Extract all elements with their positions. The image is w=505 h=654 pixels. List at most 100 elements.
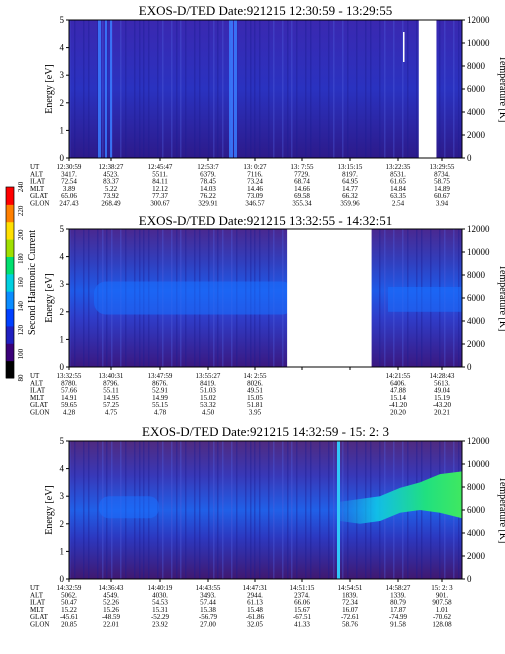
texture-stripe <box>444 20 446 158</box>
texture-stripe <box>134 20 136 158</box>
table-row-label: UT <box>30 372 40 380</box>
texture-stripe <box>97 20 99 158</box>
table-row-label: GLAT <box>30 401 49 409</box>
table-cell: 14:54:51 <box>338 584 363 592</box>
texture-stripe <box>83 20 85 158</box>
texture-stripe <box>250 441 252 579</box>
table-row-label: UT <box>30 584 40 592</box>
table-row-label: ALT <box>30 591 44 599</box>
table-cell: -61.86 <box>246 613 265 621</box>
colorbar-segment <box>6 204 14 223</box>
texture-stripe <box>208 441 210 579</box>
texture-stripe <box>379 20 381 158</box>
texture-stripe <box>333 20 335 158</box>
spectrogram-panel-3: EXOS-D/TED Date:921215 14:32:59 - 15: 2:… <box>30 424 505 629</box>
table-cell: 13:40:31 <box>99 372 124 380</box>
table-cell: 15.26 <box>103 606 119 614</box>
texture-stripe <box>342 20 344 158</box>
y-tick-label: 1 <box>60 546 65 556</box>
colorbar-segment <box>6 360 14 379</box>
y-right-tick-label: 2000 <box>467 551 486 561</box>
y-right-tick-label: 6000 <box>467 505 486 515</box>
texture-stripe <box>328 20 330 158</box>
table-cell: 83.37 <box>103 178 119 186</box>
table-cell: 15.31 <box>152 606 168 614</box>
texture-stripe <box>185 20 187 158</box>
y-right-tick-label: 10000 <box>467 459 490 469</box>
texture-stripe <box>185 441 187 579</box>
table-cell: -41.20 <box>389 401 408 409</box>
texture-stripe <box>222 441 224 579</box>
table-cell: 80.79 <box>390 599 406 607</box>
table-row-label: GLON <box>30 409 49 417</box>
colorbar: 80 100 120 140 160 180 200 220 240 Second Harmoni… <box>5 181 38 382</box>
y-right-tick-label: 6000 <box>467 84 486 94</box>
y-right-tick-label: 2000 <box>467 339 486 349</box>
y-right-axis-label: Temperature [K] <box>497 265 505 332</box>
table-cell: 64.95 <box>342 178 358 186</box>
table-cell: 14:21:55 <box>386 372 411 380</box>
enhancement-stripe <box>110 20 112 158</box>
table-cell: 8026. <box>247 379 263 387</box>
table-cell: 73.92 <box>103 192 119 200</box>
texture-stripe <box>328 441 330 579</box>
y-tick-label: 0 <box>60 362 65 372</box>
texture-stripe <box>287 20 289 158</box>
texture-stripe <box>245 441 247 579</box>
table-cell: 8419. <box>200 379 216 387</box>
table-cell: 20.20 <box>390 409 406 417</box>
texture-stripe <box>370 20 372 158</box>
table-cell: 61.65 <box>390 178 406 186</box>
table-cell: 359.96 <box>340 200 360 208</box>
table-cell: 76.22 <box>200 192 216 200</box>
y-right-axis-label: Temperature [K] <box>497 56 505 123</box>
table-cell: -56.79 <box>199 613 218 621</box>
table-cell: 13:22:35 <box>386 163 411 171</box>
colorbar-segment <box>6 308 14 327</box>
data-gap <box>418 20 437 158</box>
table-cell: 41.33 <box>294 621 310 629</box>
texture-stripe <box>347 20 349 158</box>
table-cell: 66.06 <box>294 599 310 607</box>
table-cell: 14: 2:55 <box>243 372 267 380</box>
texture-stripe <box>88 20 90 158</box>
table-cell: 55.11 <box>103 387 119 395</box>
table-cell: 49.51 <box>247 387 263 395</box>
table-cell: 54.53 <box>152 599 168 607</box>
texture-stripe <box>416 20 418 158</box>
texture-stripe <box>402 20 404 158</box>
texture-stripe <box>171 20 173 158</box>
table-cell: 14.84 <box>390 185 406 193</box>
y-axis-label: Energy [eV] <box>44 273 55 323</box>
table-cell: 4549. <box>103 591 119 599</box>
texture-stripe <box>88 229 90 367</box>
colorbar-segment <box>6 187 14 205</box>
texture-stripe <box>310 20 312 158</box>
table-cell: 7729. <box>294 170 310 178</box>
y-tick-label: 1 <box>60 125 65 135</box>
table-cell: 15.05 <box>247 394 263 402</box>
colorbar-tick-label: 180 <box>17 253 25 264</box>
y-right-tick-label: 0 <box>467 574 472 584</box>
table-cell: 128.08 <box>432 621 452 629</box>
y-tick-label: 4 <box>60 252 65 262</box>
table-cell: 51.03 <box>200 387 216 395</box>
texture-stripe <box>180 20 182 158</box>
colorbar-segment <box>6 343 14 362</box>
texture-stripe <box>319 441 321 579</box>
y-tick-label: 4 <box>60 43 65 53</box>
table-cell: 32.05 <box>247 621 263 629</box>
table-cell: 14:40:19 <box>148 584 173 592</box>
colorbar-label: Second Harmonic Current <box>27 230 38 335</box>
table-cell: 4.78 <box>154 409 167 417</box>
y-right-tick-label: 6000 <box>467 293 486 303</box>
colorbar-segment <box>6 273 14 292</box>
table-cell: 14.95 <box>103 394 119 402</box>
ion-band <box>388 286 462 312</box>
table-cell: 68.74 <box>294 178 310 186</box>
y-right-tick-label: 12000 <box>467 15 490 25</box>
enhancement-stripe <box>337 441 340 579</box>
spectrogram-panel-1: EXOS-D/TED Date:921215 12:30:59 - 13:29:… <box>30 3 505 208</box>
texture-stripe <box>222 20 224 158</box>
